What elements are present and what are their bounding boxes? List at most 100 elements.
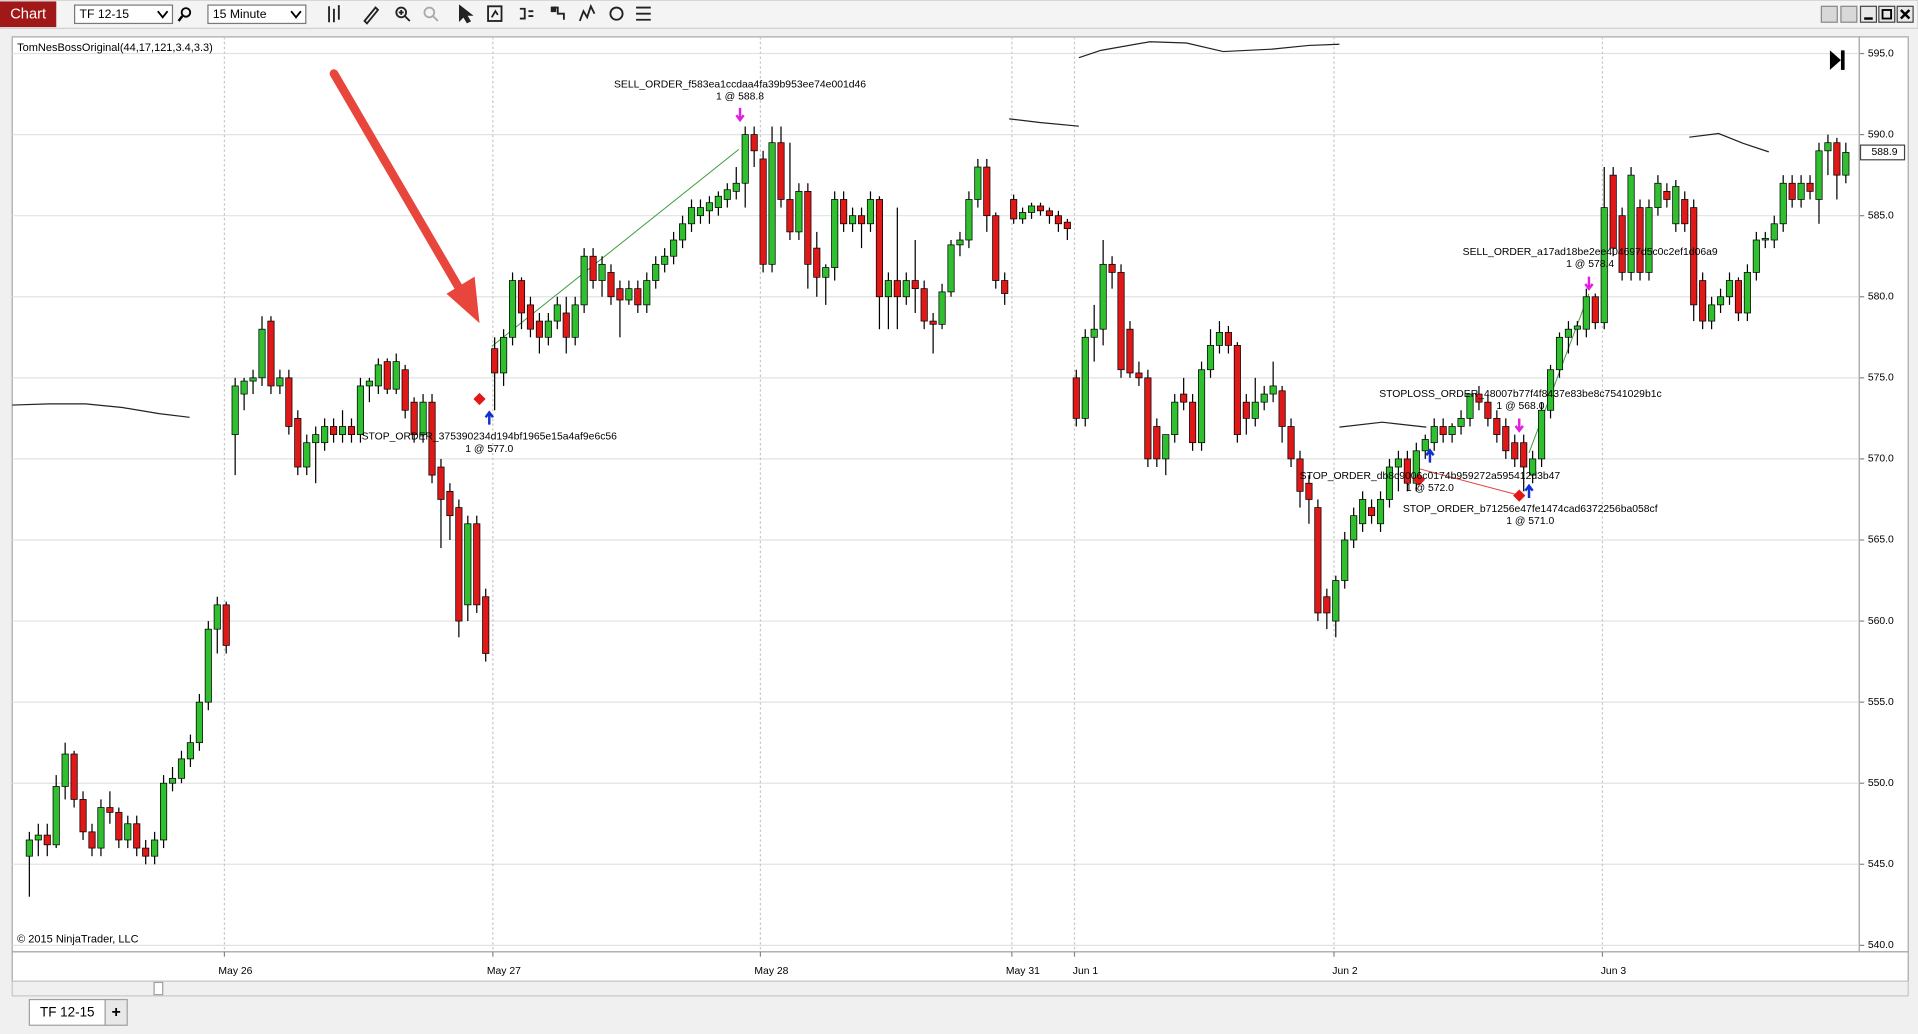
candle-body [1126, 328, 1134, 374]
toolbar [0, 0, 1918, 29]
candle-body [249, 377, 257, 382]
candle-body [822, 267, 830, 278]
candle-body [1198, 369, 1206, 444]
x-tick-label: May 28 [754, 966, 788, 977]
y-tick-label: 585.0 [1868, 210, 1894, 221]
candle-body [634, 288, 642, 306]
candle-body [1010, 199, 1018, 220]
instrument-tab[interactable] [28, 998, 106, 1026]
candle-body [222, 604, 230, 646]
candle-body [580, 255, 588, 306]
candle-body [25, 839, 33, 857]
candle-body [687, 207, 696, 225]
candle-body [1260, 393, 1268, 403]
candle-body [1546, 369, 1555, 411]
candle-body [61, 753, 69, 787]
y-tick-label: 565.0 [1868, 535, 1894, 546]
candle-body [267, 320, 275, 387]
candle-body [553, 304, 561, 322]
candle-body [88, 831, 96, 849]
y-tick-label: 560.0 [1868, 616, 1894, 627]
candle-body [974, 166, 982, 200]
interval-select[interactable] [207, 4, 307, 25]
candle-body [1448, 426, 1456, 435]
candle-body [1797, 182, 1805, 200]
candle-body [330, 426, 338, 435]
instrument-select[interactable] [74, 4, 174, 25]
candle-body [1412, 450, 1420, 484]
candle-body [517, 280, 526, 314]
toolbar-icons[interactable] [328, 3, 651, 25]
candle-body [1376, 499, 1385, 525]
candle-body [312, 434, 320, 444]
x-tick-label: Jun 2 [1332, 966, 1358, 977]
trade-line [1418, 468, 1521, 497]
candle-body [526, 304, 535, 330]
candle-body [705, 202, 713, 212]
candle-body [1484, 401, 1492, 419]
dropdown-arrow [290, 10, 302, 19]
candle-body [1842, 152, 1850, 176]
candle-body [1242, 401, 1250, 419]
candle-body [1824, 142, 1832, 152]
window-buttons[interactable] [1820, 5, 1914, 23]
candle-body [419, 401, 427, 435]
candle-body [884, 280, 892, 298]
candle-body [911, 280, 919, 290]
candle-body [1815, 150, 1823, 200]
candle-body [571, 304, 579, 338]
candle-body [347, 426, 356, 435]
candle-body [589, 255, 597, 281]
search-icon[interactable] [180, 7, 192, 18]
scroll-end-button[interactable] [1829, 50, 1845, 70]
candle-body [446, 490, 454, 517]
candle-body [1233, 345, 1241, 435]
chart-tab-label: Chart [10, 7, 46, 23]
candle-body [213, 604, 221, 630]
candle-body [1833, 142, 1841, 176]
candle-body [168, 777, 177, 784]
x-tick-label: Jun 1 [1073, 966, 1099, 977]
order-label: SELL_ORDER_a17ad18be2ee404697d5c0c2ef1d0… [1463, 247, 1718, 258]
candle-body [1072, 377, 1080, 419]
candle-body [804, 190, 812, 265]
scrollbar[interactable] [11, 980, 1909, 997]
candle-body [1287, 426, 1295, 460]
scrollbar-thumb[interactable] [153, 981, 164, 996]
candle-body [1788, 182, 1796, 200]
candle-body [401, 369, 409, 411]
candle-body [1582, 296, 1590, 330]
candle-body [1600, 207, 1608, 324]
dropdown-arrow [157, 10, 169, 19]
candle-body [1520, 442, 1528, 468]
candle-body [1153, 426, 1161, 460]
candle-body [723, 189, 731, 200]
candle-body [759, 158, 767, 265]
candle-body [43, 834, 51, 846]
candle-body [1421, 439, 1429, 452]
candle-body [1028, 205, 1036, 213]
candle-body [956, 239, 964, 246]
candle-body [231, 385, 239, 435]
add-tab[interactable] [104, 998, 128, 1026]
candle-body [338, 426, 347, 435]
price-panel [11, 36, 1860, 953]
candle-body [1180, 393, 1188, 403]
y-tick-label: 540.0 [1868, 940, 1894, 951]
candle-body [1708, 304, 1716, 322]
chart-tab[interactable] [0, 1, 57, 28]
candle-body [276, 377, 284, 387]
candle-body [893, 280, 901, 298]
candle-body [1779, 182, 1787, 225]
candle-body [79, 799, 87, 833]
candle-body [1171, 401, 1179, 435]
candle-body [920, 288, 928, 322]
candle-body [1752, 239, 1760, 273]
candle-body [321, 426, 329, 444]
candle-body [1475, 393, 1483, 403]
candle-body [679, 223, 687, 241]
candle-body [1135, 372, 1143, 379]
candle-body [374, 364, 382, 387]
candle-body [473, 523, 481, 606]
